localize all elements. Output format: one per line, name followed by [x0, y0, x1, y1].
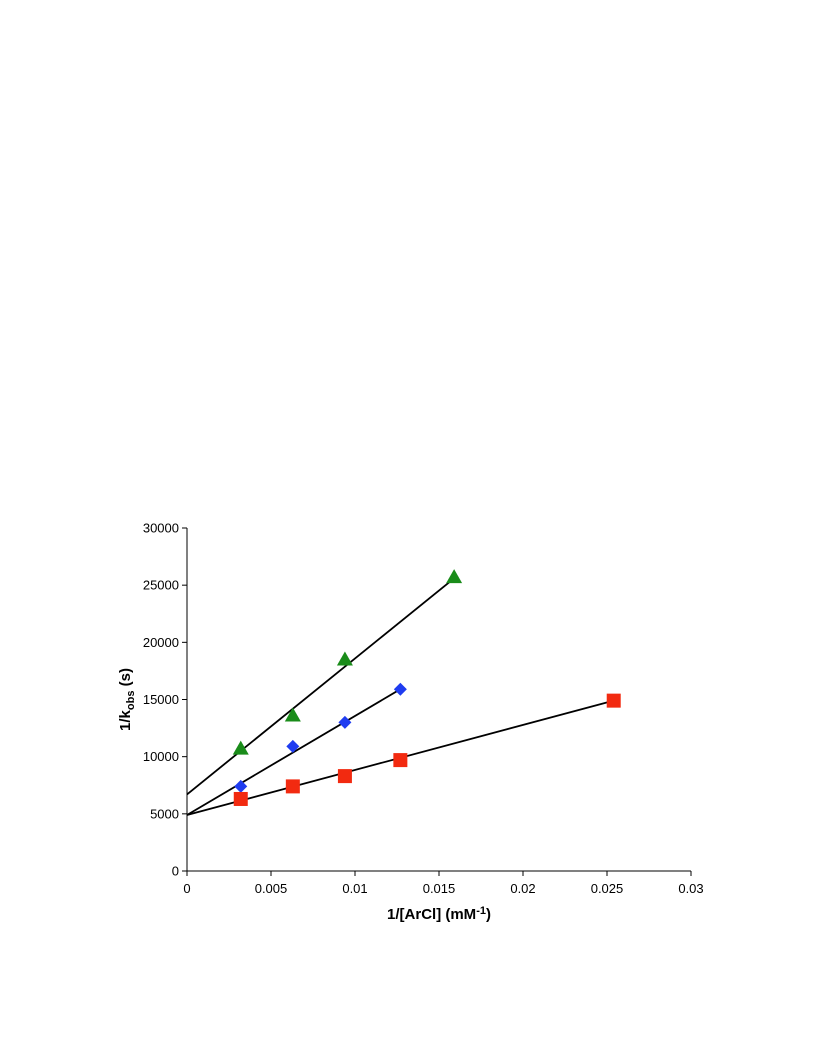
point-series-2	[234, 779, 248, 793]
point-series-1	[232, 740, 249, 755]
x-tick-label: 0.015	[423, 881, 456, 896]
point-series-2	[338, 715, 352, 729]
y-tick-label: 30000	[143, 521, 179, 536]
y-axis-title: 1/kobs (s)	[117, 668, 137, 731]
fit-line-1	[186, 577, 455, 796]
x-tick-label: 0.025	[591, 881, 624, 896]
y-tick-label: 10000	[143, 749, 179, 764]
point-series-2	[286, 739, 300, 753]
point-series-3	[393, 753, 408, 768]
point-series-1	[446, 569, 463, 584]
y-tick-label: 0	[172, 864, 179, 879]
y-tick-label: 25000	[143, 578, 179, 593]
x-ticks: 0 0.005 0.01 0.015 0.02 0.025 0.03	[183, 871, 704, 896]
point-series-3	[233, 791, 248, 806]
point-series-3	[285, 779, 300, 794]
x-axis-title: 1/[ArCl] (mM-1)	[387, 905, 491, 923]
fit-line-2	[186, 688, 401, 816]
x-tick-label: 0.005	[255, 881, 288, 896]
x-tick-label: 0	[183, 881, 190, 896]
y-tick-label: 5000	[150, 806, 179, 821]
x-tick-label: 0.03	[678, 881, 703, 896]
point-series-3	[606, 693, 621, 708]
y-ticks: 0 5000 10000 15000 20000 25000 30000	[143, 521, 187, 879]
data-markers	[232, 569, 621, 806]
x-tick-label: 0.02	[510, 881, 535, 896]
point-series-3	[337, 769, 352, 784]
point-series-2	[393, 682, 407, 696]
fit-lines	[186, 577, 614, 816]
y-tick-label: 20000	[143, 635, 179, 650]
y-tick-label: 15000	[143, 692, 179, 707]
axes: 0 5000 10000 15000 20000 25000 30000 0 0.005 0.0…	[143, 521, 704, 897]
point-series-1	[284, 707, 301, 722]
point-series-1	[336, 651, 353, 666]
x-tick-label: 0.01	[342, 881, 367, 896]
